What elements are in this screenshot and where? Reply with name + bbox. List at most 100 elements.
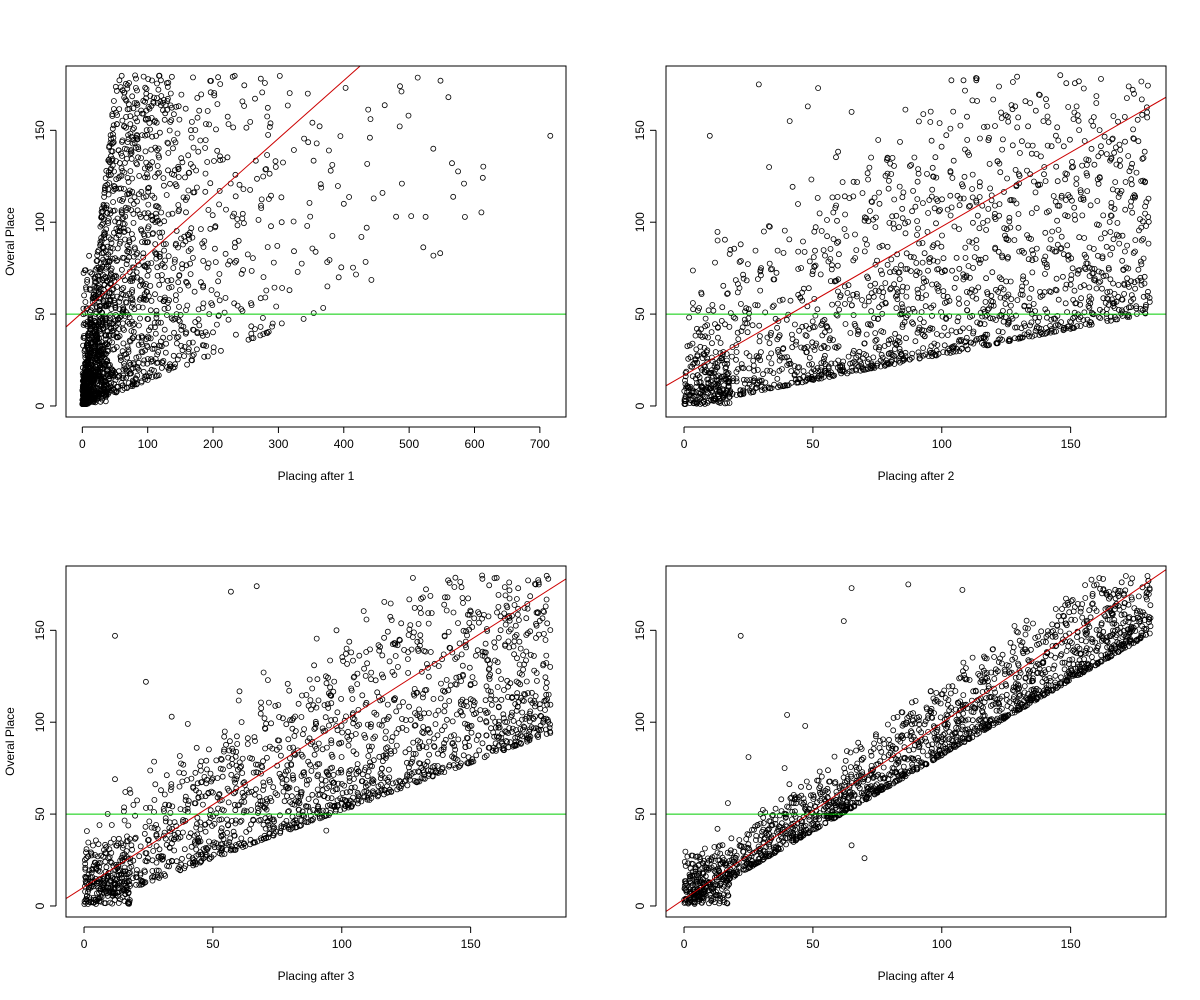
data-point bbox=[709, 340, 715, 347]
data-point bbox=[122, 277, 128, 284]
data-point bbox=[138, 188, 145, 195]
data-point bbox=[898, 262, 904, 269]
data-point bbox=[420, 691, 426, 697]
data-point bbox=[84, 279, 90, 285]
data-point bbox=[1027, 100, 1033, 106]
data-point bbox=[426, 751, 433, 758]
data-point bbox=[211, 839, 218, 846]
data-point bbox=[154, 272, 161, 279]
data-point bbox=[737, 241, 744, 248]
data-point bbox=[236, 688, 243, 695]
data-point bbox=[891, 196, 898, 203]
data-point bbox=[121, 185, 127, 192]
data-point bbox=[97, 378, 104, 385]
data-point bbox=[225, 261, 232, 268]
data-point bbox=[834, 262, 841, 269]
data-point bbox=[715, 378, 722, 385]
data-point bbox=[175, 317, 182, 324]
data-point bbox=[120, 325, 126, 332]
data-point bbox=[542, 637, 549, 643]
data-point bbox=[867, 321, 874, 328]
data-point bbox=[225, 316, 232, 323]
data-point bbox=[102, 175, 109, 182]
data-point bbox=[978, 256, 984, 263]
data-point bbox=[298, 751, 305, 758]
data-point bbox=[160, 175, 167, 182]
data-point bbox=[1140, 218, 1146, 225]
data-point bbox=[243, 124, 250, 131]
data-point bbox=[129, 289, 135, 296]
data-point bbox=[208, 287, 215, 294]
data-point bbox=[948, 327, 955, 334]
data-point bbox=[136, 853, 143, 860]
data-point bbox=[495, 668, 502, 675]
data-point bbox=[316, 123, 323, 130]
data-point bbox=[698, 289, 705, 296]
data-point bbox=[812, 224, 819, 231]
data-point bbox=[773, 269, 780, 276]
data-point bbox=[918, 309, 925, 316]
data-point bbox=[124, 833, 130, 840]
data-point bbox=[803, 332, 810, 339]
data-point bbox=[143, 90, 150, 97]
data-point bbox=[861, 350, 867, 357]
data-point bbox=[897, 138, 903, 145]
data-point bbox=[715, 324, 721, 331]
data-point bbox=[488, 701, 495, 708]
data-point bbox=[167, 180, 173, 187]
data-point bbox=[740, 376, 747, 383]
data-point bbox=[484, 709, 491, 716]
data-point bbox=[154, 351, 161, 358]
data-point bbox=[165, 802, 172, 809]
data-point bbox=[366, 134, 373, 141]
data-point bbox=[94, 284, 100, 291]
data-point bbox=[1142, 306, 1149, 312]
data-point bbox=[1115, 281, 1122, 288]
data-point bbox=[230, 748, 237, 755]
data-point bbox=[460, 752, 467, 759]
data-point bbox=[147, 804, 154, 811]
data-point bbox=[122, 313, 128, 319]
data-point bbox=[459, 595, 466, 601]
data-point bbox=[724, 291, 730, 297]
data-point bbox=[745, 261, 751, 268]
data-point bbox=[844, 370, 851, 377]
data-point bbox=[770, 276, 777, 283]
data-point bbox=[876, 344, 883, 351]
data-point bbox=[101, 229, 108, 236]
data-point bbox=[1017, 150, 1023, 156]
data-point bbox=[313, 635, 320, 642]
data-point bbox=[130, 219, 137, 226]
data-point bbox=[120, 284, 127, 291]
data-point bbox=[160, 97, 167, 103]
data-point bbox=[1100, 212, 1107, 219]
data-point bbox=[1131, 279, 1138, 286]
data-point bbox=[463, 703, 470, 709]
data-point bbox=[891, 353, 898, 359]
data-point bbox=[207, 89, 214, 96]
data-point bbox=[410, 750, 417, 757]
data-point bbox=[865, 321, 871, 328]
data-point bbox=[219, 156, 226, 163]
x-tick-label: 0 bbox=[79, 437, 86, 451]
data-point bbox=[119, 320, 126, 327]
data-point bbox=[258, 202, 264, 209]
data-point bbox=[506, 644, 513, 651]
data-point bbox=[100, 387, 107, 394]
data-point bbox=[235, 237, 242, 244]
data-point bbox=[113, 158, 119, 165]
data-point bbox=[920, 331, 926, 338]
data-point bbox=[163, 841, 170, 848]
data-point bbox=[330, 772, 337, 778]
data-point bbox=[459, 662, 466, 669]
data-point bbox=[328, 795, 335, 802]
data-point bbox=[489, 747, 496, 754]
data-point bbox=[814, 306, 821, 313]
data-point bbox=[187, 127, 194, 134]
data-point bbox=[452, 765, 459, 771]
data-point bbox=[842, 283, 848, 290]
data-point bbox=[439, 766, 446, 772]
data-point bbox=[953, 254, 960, 261]
data-point bbox=[694, 380, 700, 386]
data-point bbox=[525, 690, 531, 696]
